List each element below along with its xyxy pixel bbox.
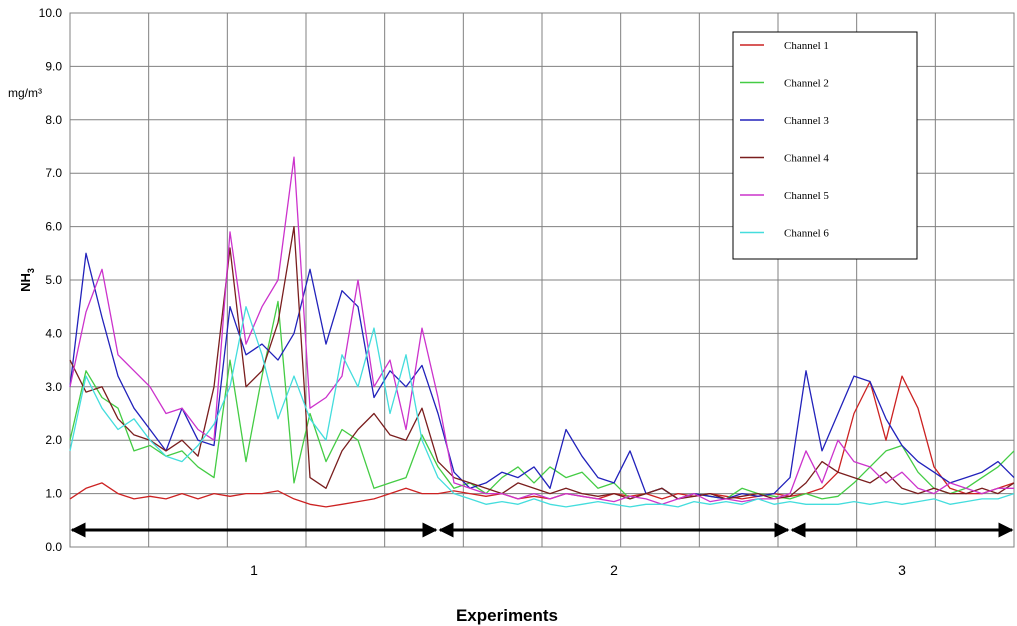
y-axis-title-main: NH [18,273,33,292]
y-tick-label: 4.0 [45,326,62,340]
y-tick-label: 10.0 [39,6,63,20]
series-line-channel-1 [69,375,1015,508]
legend-label-channel-4: Channel 4 [784,153,829,165]
experiment-label-1: 1 [250,562,258,578]
y-tick-label: 2.0 [45,433,62,447]
experiment-ranges: 1 2 3 [70,522,1014,578]
series-line-channel-2 [69,300,1015,500]
series-line-channel-3 [69,252,1015,500]
y-axis-ticks: 0.0 1.0 2.0 3.0 4.0 5.0 6.0 7.0 8.0 9.0 10.0 [39,6,63,554]
y-tick-label: 9.0 [45,59,62,73]
y-tick-label: 3.0 [45,380,62,394]
experiment-label-3: 3 [898,562,906,578]
legend: Channel 1 Channel 2 Channel 3 Channel 4 Chan… [732,31,918,260]
plot-frame [69,12,1015,548]
x-axis-title: Experiments [456,606,558,625]
legend-label-channel-2: Channel 2 [784,78,829,90]
y-axis-title-subscript: 3 [26,268,36,273]
experiment-label-2: 2 [610,562,618,578]
series-line-channel-6 [69,306,1015,508]
legend-label-channel-1: Channel 1 [784,40,829,52]
series-lines [69,156,1015,508]
y-tick-label: 5.0 [45,273,62,287]
y-tick-label: 0.0 [45,540,62,554]
legend-label-channel-3: Channel 3 [784,115,829,127]
y-tick-label: 7.0 [45,166,62,180]
legend-box [732,31,918,260]
y-tick-label: 8.0 [45,113,62,127]
y-tick-label: 1.0 [45,487,62,501]
legend-label-channel-6: Channel 6 [784,228,829,240]
y-axis-title: NH3 [18,268,36,292]
unit-label: mg/m³ [8,86,42,100]
legend-label-channel-5: Channel 5 [784,190,829,202]
y-tick-label: 6.0 [45,220,62,234]
legend-items: Channel 1 Channel 2 Channel 3 Channel 4 Chan… [740,40,829,240]
series-line-channel-5 [69,156,1014,505]
